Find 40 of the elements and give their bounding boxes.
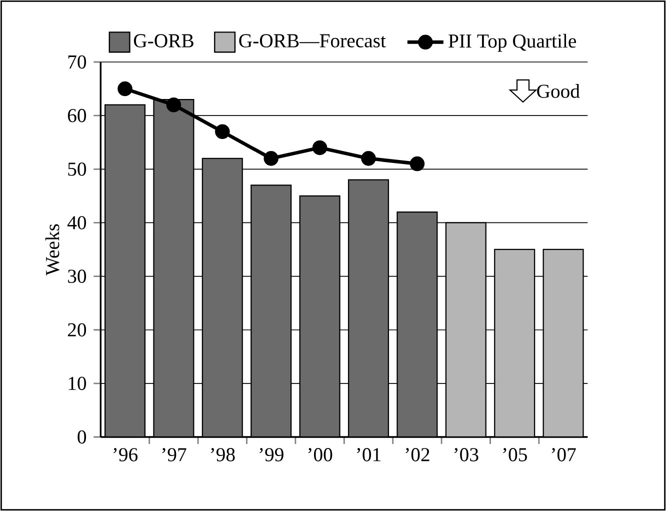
y-axis-title: Weeks <box>45 224 60 276</box>
x-tick-label: ’00 <box>308 448 332 462</box>
y-tick-label: 50 <box>68 162 86 176</box>
bar <box>250 184 292 437</box>
point <box>118 81 132 96</box>
bar <box>348 179 390 437</box>
point <box>410 156 425 172</box>
bar <box>542 248 584 437</box>
x-tick-label: ’96 <box>114 448 138 462</box>
bar <box>202 158 243 437</box>
x-tick-label: ’98 <box>211 448 235 462</box>
y-tick-label: 0 <box>78 430 86 444</box>
bar <box>445 222 486 437</box>
y-tick-label: 30 <box>68 270 86 283</box>
legend-label: PII Top Quartile <box>448 34 576 52</box>
x-tick-label: ’02 <box>406 448 430 462</box>
point <box>166 97 182 112</box>
y-tick-label: 40 <box>67 216 86 230</box>
bar <box>396 211 438 437</box>
x-tick-label: ’03 <box>454 448 478 462</box>
x-tick-label: ’05 <box>503 448 527 462</box>
point <box>264 151 278 166</box>
point <box>215 124 230 140</box>
x-tick-label: ’07 <box>552 448 576 462</box>
annotation: Good <box>537 84 580 98</box>
x-tick-label: ’97 <box>162 448 186 462</box>
bar <box>104 104 146 437</box>
y-tick-label: 60 <box>68 108 86 122</box>
point <box>361 151 376 166</box>
y-tick-label: 70 <box>68 55 86 69</box>
legend-label: G-ORB <box>134 34 194 48</box>
legend-label: G-ORB—Forecast <box>239 34 386 48</box>
x-tick-label: ’99 <box>260 448 284 462</box>
y-tick-label: 20 <box>68 323 86 337</box>
bar <box>299 195 340 437</box>
bar <box>153 98 194 437</box>
x-tick-label: ’01 <box>357 448 380 462</box>
y-tick-label: 10 <box>68 376 86 390</box>
bar <box>494 248 536 437</box>
point <box>312 140 328 156</box>
